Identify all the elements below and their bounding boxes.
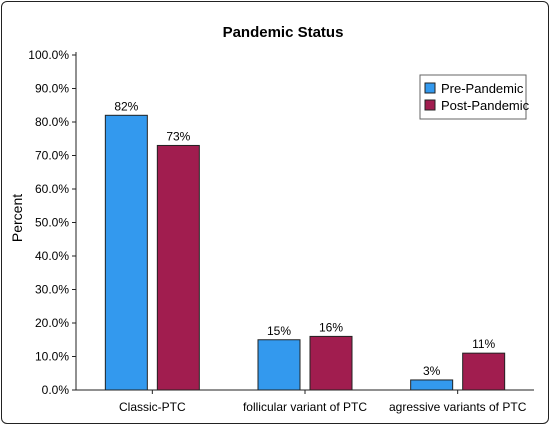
y-tick-label: 80.0% (35, 115, 69, 129)
y-tick-label: 30.0% (35, 283, 69, 297)
bar (104, 114, 148, 391)
legend-label: Post-Pandemic (441, 98, 530, 113)
y-tick-label: 20.0% (35, 316, 69, 330)
data-label: 82% (114, 99, 138, 113)
legend-box (419, 74, 527, 120)
y-tick-label: 40.0% (35, 249, 69, 263)
legend-swatch (424, 82, 436, 94)
data-label: 15% (267, 324, 291, 338)
data-label: 3% (423, 364, 441, 378)
legend: Pre-Pandemic Post-Pandemic (419, 74, 530, 120)
y-axis: 0.0% 10.0% 20.0% 30.0% 40.0% 50.0% 60.0% 70.0% 8… (28, 48, 77, 397)
y-tick-label: 0.0% (42, 383, 70, 397)
y-tick-label: 60.0% (35, 182, 69, 196)
bar (156, 144, 200, 391)
y-axis-label: Percent (9, 194, 25, 242)
chart-title: Pandemic Status (223, 24, 344, 41)
bar (462, 352, 506, 391)
y-tick-label: 90.0% (35, 82, 69, 96)
y-tick-label: 100.0% (28, 48, 69, 62)
y-tick-label: 10.0% (35, 350, 69, 364)
x-tick-label: agressive variants of PTC (389, 400, 527, 414)
x-tick-label: follicular variant of PTC (243, 400, 367, 414)
y-tick-label: 70.0% (35, 149, 69, 163)
bar (410, 379, 454, 391)
data-label: 11% (472, 337, 495, 351)
x-tick-label: Classic-PTC (119, 400, 186, 414)
x-axis: Classic-PTC follicular variant of PTC agre… (76, 389, 534, 414)
bar (309, 335, 353, 391)
data-label: 16% (319, 320, 343, 334)
y-tick-label: 50.0% (35, 216, 69, 230)
bar (257, 339, 301, 391)
data-label: 73% (166, 129, 190, 143)
legend-swatch (424, 99, 436, 111)
legend-label: Pre-Pandemic (441, 81, 524, 96)
bars: 82% 73% 15% 16% 3% 11% (104, 99, 506, 391)
